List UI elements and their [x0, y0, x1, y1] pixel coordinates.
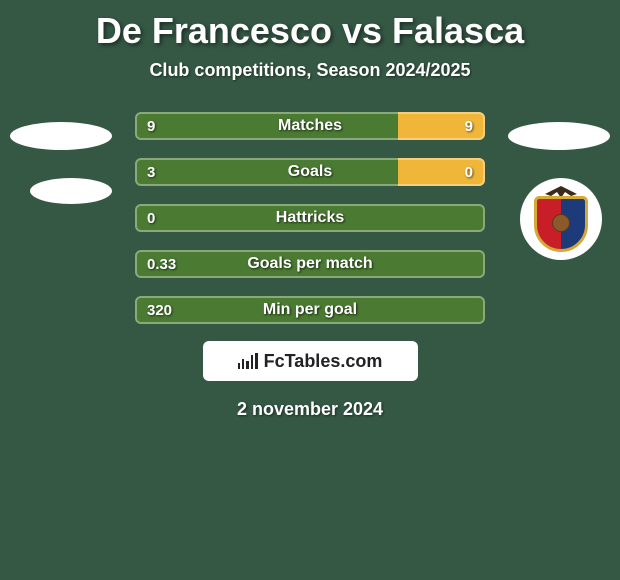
bar-left-value: 9	[135, 112, 398, 140]
bar-left-value: 3	[135, 158, 398, 186]
bar-container: 0.33Goals per match	[135, 250, 485, 278]
bar-container: 00Hattricks	[135, 204, 485, 232]
bar-container: 320Min per goal	[135, 296, 485, 324]
bar-right-value: 9	[398, 112, 486, 140]
date-text: 2 november 2024	[0, 399, 620, 420]
subtitle: Club competitions, Season 2024/2025	[0, 60, 620, 81]
bar-container: 30 Goals	[135, 158, 485, 186]
stat-label: Matches	[278, 117, 342, 135]
stat-label: Goals per match	[247, 255, 372, 273]
stat-row: 30 Goals	[0, 157, 620, 187]
stat-row: 99Matches	[0, 111, 620, 141]
stat-label: Hattricks	[276, 209, 344, 227]
comparison-title: De Francesco vs Falasca	[0, 0, 620, 52]
stat-row: 320Min per goal	[0, 295, 620, 325]
stat-label: Goals	[288, 163, 332, 181]
bar-right-value: 0	[398, 158, 486, 186]
stats-container: 99Matches30Goals00Hattricks0.33Goals per…	[0, 111, 620, 325]
stat-row: 0.33Goals per match	[0, 249, 620, 279]
bar-container: 99Matches	[135, 112, 485, 140]
brand-text: FcTables.com	[264, 351, 383, 372]
stat-row: 00Hattricks	[0, 203, 620, 233]
bar-chart-icon	[238, 353, 258, 369]
stat-label: Min per goal	[263, 301, 357, 319]
brand-box: FcTables.com	[203, 341, 418, 381]
